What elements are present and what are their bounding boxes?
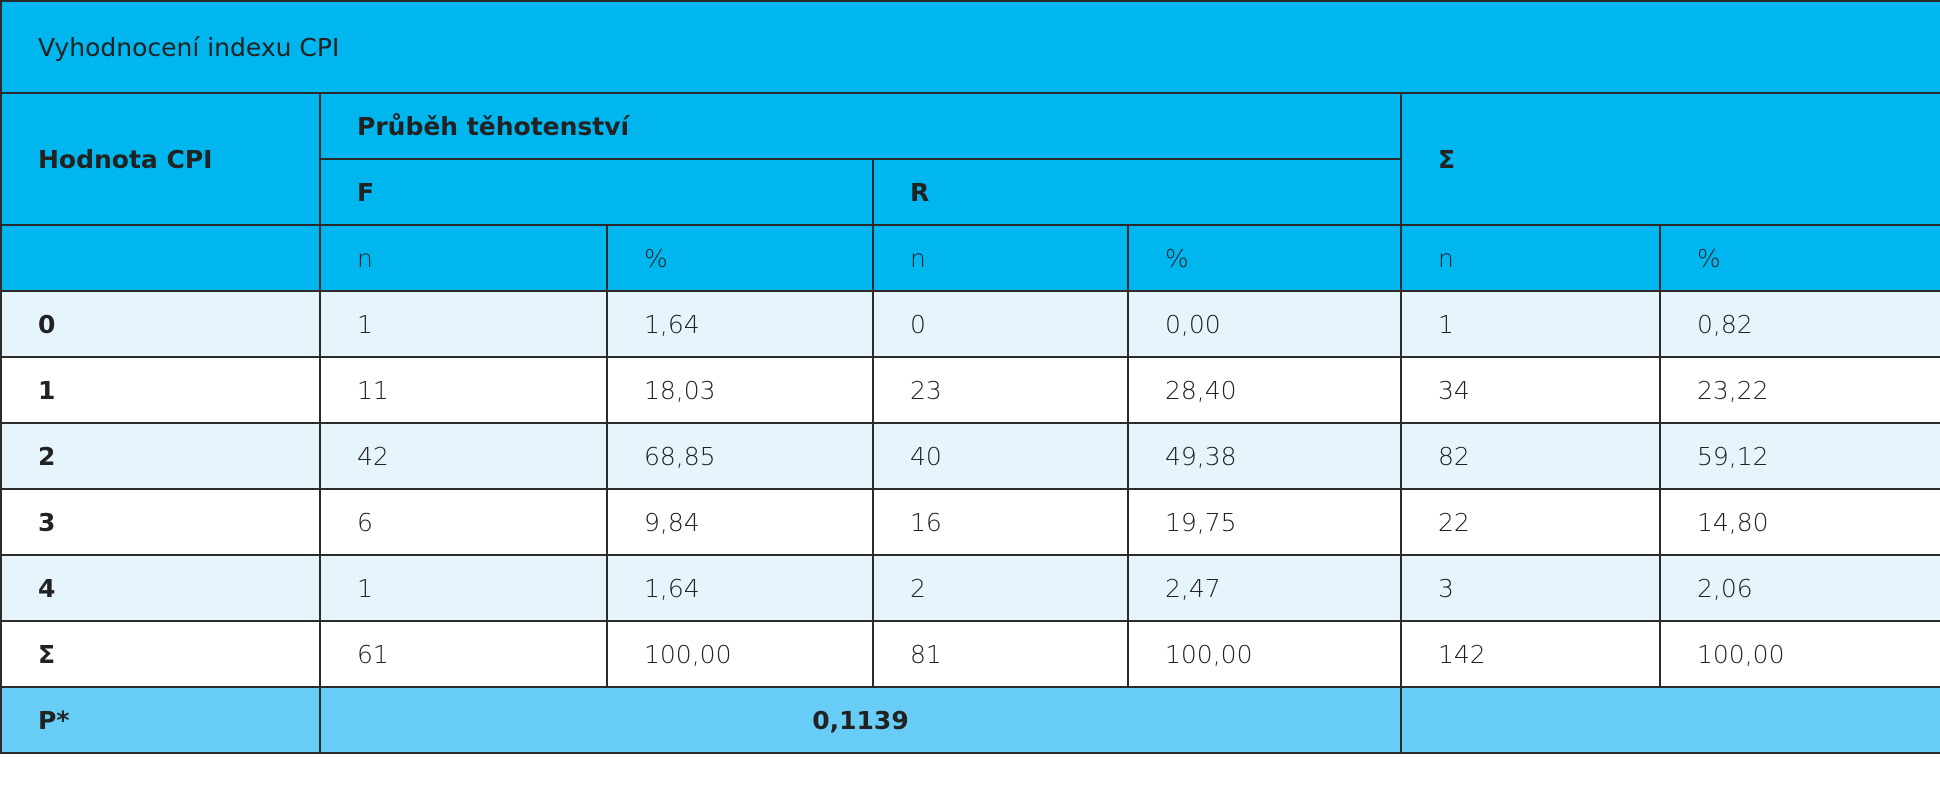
data-row: 0 1 1,64 0 0,00 1 0,82 <box>0 290 1940 358</box>
subheader-cell: % <box>1658 224 1940 292</box>
data-cell: 23 <box>872 356 1129 424</box>
header-row: F R <box>1 158 1940 226</box>
data-cell: 28,40 <box>1127 356 1402 424</box>
sum-header: Σ <box>1399 92 1940 226</box>
data-cell: 42 <box>319 422 608 490</box>
data-cell: 9,84 <box>606 488 874 556</box>
row-label: 1 <box>0 356 321 424</box>
data-cell: 1,64 <box>606 290 874 358</box>
table-body: Vyhodnocení indexu CPI Hodnota CPI Průbě… <box>0 0 1940 754</box>
empty-cell <box>1399 686 1940 754</box>
data-row: 4 1 1,64 2 2,47 3 2,06 <box>0 554 1940 622</box>
data-cell: 11 <box>319 356 608 424</box>
data-cell: 18,03 <box>606 356 874 424</box>
data-cell: 3 <box>1400 554 1661 622</box>
data-cell: 100,00 <box>1658 620 1940 688</box>
data-cell: 0,82 <box>1658 290 1940 358</box>
data-cell: 81 <box>872 620 1129 688</box>
empty-cell <box>0 224 321 292</box>
group-header: Průběh těhotenství <box>319 92 1402 160</box>
subheader-cell: n <box>1400 224 1661 292</box>
subheader-cell: n <box>872 224 1129 292</box>
subheader-row: n% n% n% <box>0 224 1940 292</box>
row-label: 2 <box>0 422 321 490</box>
row-label: 3 <box>0 488 321 556</box>
data-cell: 2,47 <box>1127 554 1402 622</box>
data-cell: 100,00 <box>606 620 874 688</box>
data-cell: 1 <box>1400 290 1661 358</box>
footer-value: 0,1139 <box>319 686 1402 754</box>
data-cell: 6 <box>319 488 608 556</box>
footer-row: P* 0,1139 <box>0 686 1940 754</box>
header-row: Hodnota CPI Průběh těhotenství Σ <box>0 92 1940 226</box>
data-row: 2 42 68,85 40 49,38 82 59,12 <box>0 422 1940 490</box>
subheader-cell: n <box>319 224 608 292</box>
data-cell: 1,64 <box>606 554 874 622</box>
data-cell: 40 <box>872 422 1129 490</box>
data-cell: 1 <box>319 290 608 358</box>
row-label: 0 <box>0 290 321 358</box>
data-cell: 22 <box>1400 488 1661 556</box>
data-cell: 2 <box>872 554 1129 622</box>
data-cell: 34 <box>1400 356 1661 424</box>
data-cell: 82 <box>1400 422 1661 490</box>
cpi-table: Vyhodnocení indexu CPI Hodnota CPI Průbě… <box>0 0 1940 754</box>
data-cell: 0,00 <box>1127 290 1402 358</box>
data-cell: 49,38 <box>1127 422 1402 490</box>
data-cell: 16 <box>872 488 1129 556</box>
data-cell: 68,85 <box>606 422 874 490</box>
subheader-cell: % <box>1127 224 1402 292</box>
data-cell: 14,80 <box>1658 488 1940 556</box>
table-title: Vyhodnocení indexu CPI <box>0 0 1940 94</box>
row-label-header: Hodnota CPI <box>0 92 321 226</box>
data-cell: 2,06 <box>1658 554 1940 622</box>
subheader-cell: % <box>606 224 874 292</box>
f-header: F <box>319 158 874 226</box>
r-header: R <box>872 158 1402 226</box>
data-cell: 1 <box>319 554 608 622</box>
data-cell: 59,12 <box>1658 422 1940 490</box>
data-row: Σ 61 100,00 81 100,00 142 100,00 <box>0 620 1940 688</box>
footer-label: P* <box>0 686 321 754</box>
data-cell: 61 <box>319 620 608 688</box>
title-row: Vyhodnocení indexu CPI <box>0 0 1940 94</box>
data-cell: 19,75 <box>1127 488 1402 556</box>
row-label: 4 <box>0 554 321 622</box>
data-row: 3 6 9,84 16 19,75 22 14,80 <box>0 488 1940 556</box>
row-label: Σ <box>0 620 321 688</box>
data-cell: 142 <box>1400 620 1661 688</box>
data-cell: 23,22 <box>1658 356 1940 424</box>
data-cell: 0 <box>872 290 1129 358</box>
data-cell: 100,00 <box>1127 620 1402 688</box>
data-row: 1 11 18,03 23 28,40 34 23,22 <box>0 356 1940 424</box>
